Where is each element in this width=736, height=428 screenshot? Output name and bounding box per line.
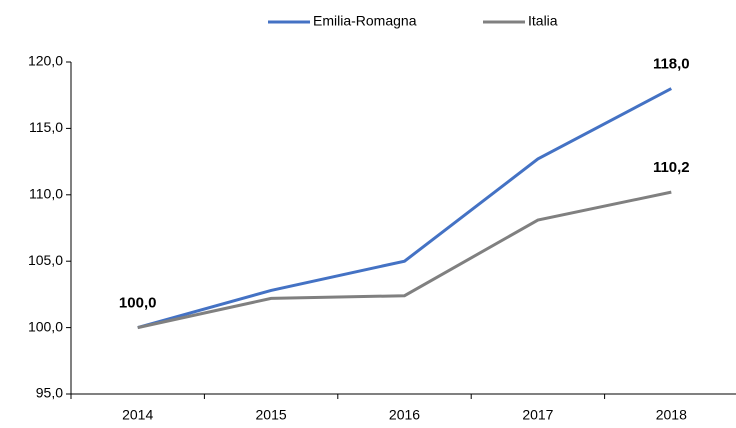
x-tick-label: 2014 <box>122 407 153 423</box>
series-line <box>137 87 672 330</box>
value-label: 100,0 <box>119 295 157 312</box>
x-tick-label: 2017 <box>522 407 553 423</box>
y-tick-label: 105,0 <box>28 252 63 268</box>
y-tick-label: 95,0 <box>36 385 63 401</box>
y-tick-label: 100,0 <box>28 318 63 334</box>
legend-label: Emilia-Romagna <box>313 13 417 29</box>
value-label: 110,2 <box>653 159 690 176</box>
legend-label: Italia <box>528 13 558 29</box>
y-tick-label: 110,0 <box>29 186 63 202</box>
y-tick-label: 115,0 <box>29 119 63 135</box>
y-tick-label: 120,0 <box>28 53 63 69</box>
value-label: 118,0 <box>653 56 690 73</box>
x-tick-label: 2018 <box>656 407 687 423</box>
x-tick-label: 2016 <box>389 407 420 423</box>
x-tick-label: 2015 <box>256 407 287 423</box>
series-line <box>137 190 672 330</box>
